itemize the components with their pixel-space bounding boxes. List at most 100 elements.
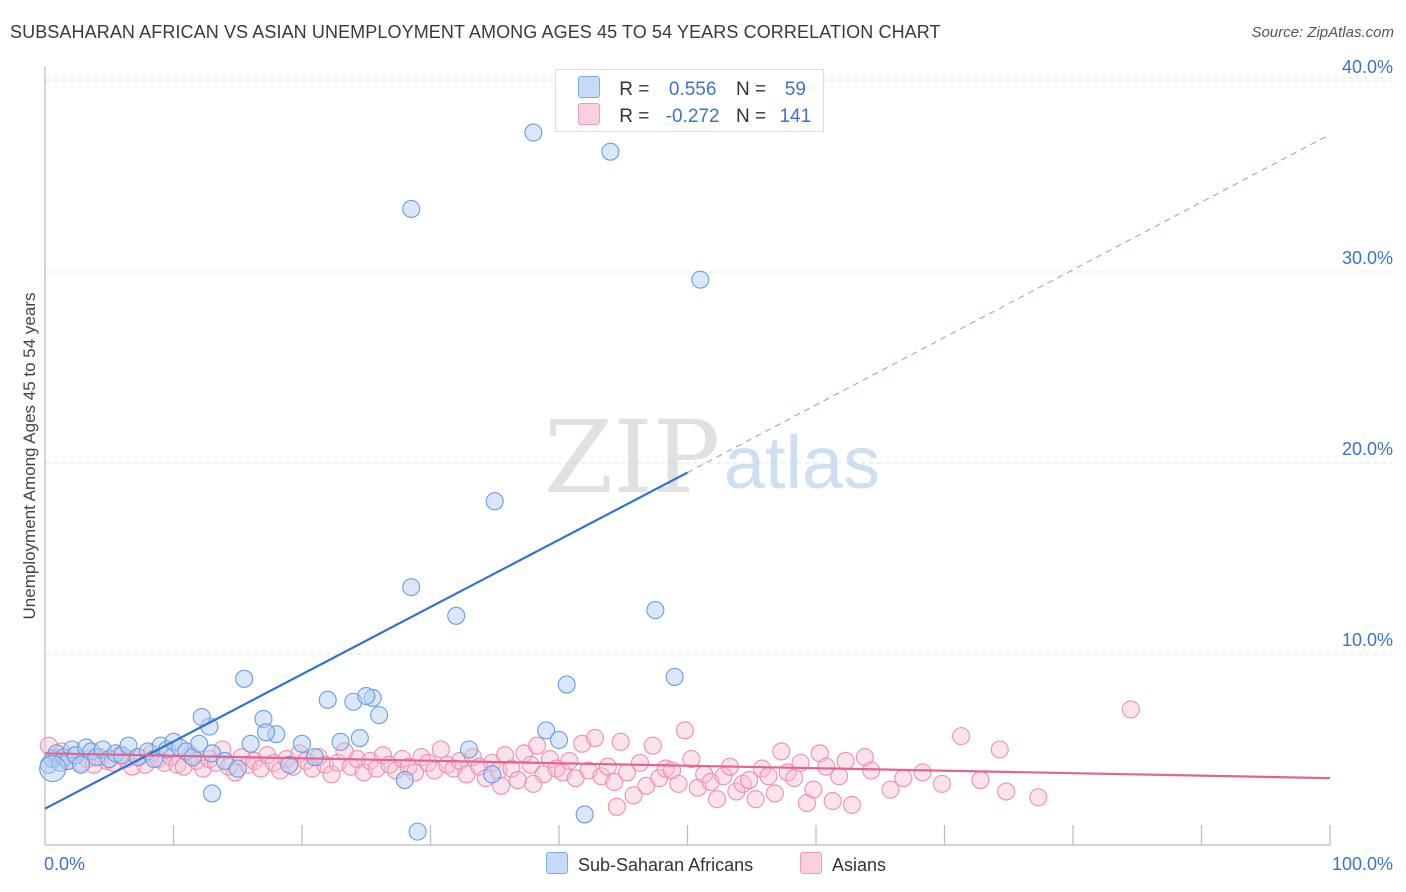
legend-n-label: N =: [735, 106, 767, 127]
asian-point: [740, 771, 759, 790]
asian-point: [952, 727, 971, 746]
asian-point: [862, 761, 881, 780]
asian-point: [682, 749, 701, 769]
sub-saharan-point: [305, 748, 324, 767]
watermark-atlas: atlas: [724, 421, 880, 504]
sub-saharan-point: [447, 606, 466, 625]
asian-point: [765, 784, 784, 803]
asian-point: [502, 759, 521, 778]
asian-point: [1121, 700, 1140, 719]
bottom-legend-label: Sub-Saharan Africans: [578, 855, 754, 875]
correlation-legend: R = 0.556 N = 59 R = -0.272 N = 141: [555, 69, 824, 132]
gridlines: [45, 77, 1395, 655]
asian-point: [842, 795, 862, 814]
axes: [44, 66, 1331, 846]
asian-point: [258, 746, 277, 765]
sub-saharan-point: [601, 142, 620, 161]
sub-saharan-point: [318, 690, 337, 709]
sub-saharan-point: [357, 686, 376, 706]
sub-saharan-point: [71, 755, 91, 774]
y-tick-label: 30.0%: [1342, 248, 1393, 268]
y-tick-label: 40.0%: [1342, 57, 1393, 77]
legend-n-value: 59: [784, 79, 806, 100]
asian-point: [560, 751, 579, 771]
watermark-zip: ZIP: [544, 399, 720, 516]
sub-saharan-point: [557, 675, 576, 694]
asian-point: [817, 757, 836, 776]
legend-row-sub-saharan: R = 0.556 N = 59: [578, 76, 819, 100]
asian-point: [675, 721, 694, 740]
asian-point: [1029, 788, 1048, 807]
asian-point: [727, 782, 746, 801]
sub-saharan-point: [228, 759, 247, 778]
asian-point: [708, 790, 727, 809]
sub-saharan-trend-extension: [687, 133, 1331, 474]
sub-saharan-point: [235, 669, 254, 688]
bottom-legend-swatch-pink: [800, 852, 822, 874]
sub-saharan-point: [483, 765, 502, 784]
sub-saharan-point: [39, 755, 67, 783]
legend-r-label: R =: [619, 79, 650, 100]
asian-point: [508, 771, 527, 790]
asian-point: [643, 736, 662, 755]
asian-point: [521, 755, 540, 774]
asian-point: [714, 767, 733, 786]
x-tick-label: 100.0%: [1332, 854, 1393, 874]
asian-point: [785, 769, 804, 788]
legend-n-value: 141: [779, 106, 812, 127]
watermark: ZIP atlas: [544, 399, 880, 516]
asian-point: [772, 742, 791, 761]
asian-point: [624, 786, 643, 805]
asian-point: [804, 780, 823, 799]
bottom-legend-sub-saharan: Sub-Saharan Africans: [546, 852, 753, 876]
asian-point: [932, 774, 951, 793]
sub-saharan-point: [575, 805, 594, 824]
asian-point: [611, 732, 630, 751]
bottom-legend-asians: Asians: [800, 852, 886, 876]
legend-n-label: N =: [735, 79, 767, 100]
asian-point: [894, 769, 913, 788]
asian-point: [752, 759, 772, 778]
asian-point: [971, 771, 990, 790]
asian-point: [759, 767, 778, 786]
sub-saharan-point: [665, 667, 684, 686]
sub-saharan-point: [549, 730, 569, 750]
bottom-legend-swatch-blue: [546, 852, 568, 874]
sub-saharan-point: [190, 734, 209, 753]
asian-point: [830, 767, 849, 786]
sub-saharan-point: [459, 740, 479, 759]
sub-saharan-point: [370, 706, 389, 725]
legend-swatch-pink: [578, 103, 600, 125]
sub-saharan-point: [395, 771, 414, 790]
sub-saharan-point: [485, 492, 504, 511]
asian-point: [598, 757, 617, 776]
y-axis-label: Unemployment Among Ages 45 to 54 years: [20, 293, 39, 620]
sub-saharan-point: [203, 784, 222, 803]
asian-point: [418, 753, 437, 772]
sub-saharan-point: [691, 270, 710, 289]
asian-point: [746, 790, 765, 809]
asians-trend-line: [44, 752, 1331, 780]
asian-point: [997, 782, 1016, 801]
asian-point: [823, 792, 842, 811]
asian-point: [669, 774, 688, 793]
bottom-legend-label: Asians: [832, 855, 887, 875]
source-credit: Source: ZipAtlas.com: [1251, 24, 1394, 41]
asian-point: [630, 753, 650, 772]
sub-saharan-point: [408, 822, 427, 841]
y-tick-label: 10.0%: [1342, 630, 1393, 650]
sub-saharan-point: [537, 721, 556, 740]
asian-point: [881, 780, 900, 799]
sub-saharan-point: [524, 123, 543, 142]
sub-saharan-point: [402, 199, 421, 219]
asian-point: [990, 740, 1009, 759]
asian-point: [585, 728, 605, 748]
legend-r-value: 0.556: [668, 79, 717, 100]
asian-point: [913, 763, 932, 782]
asian-point: [528, 736, 547, 755]
sub-saharan-point: [292, 734, 312, 753]
chart-title: SUBSAHARAN AFRICAN VS ASIAN UNEMPLOYMENT…: [10, 22, 941, 42]
asian-point: [524, 774, 543, 793]
asian-point: [836, 751, 855, 771]
